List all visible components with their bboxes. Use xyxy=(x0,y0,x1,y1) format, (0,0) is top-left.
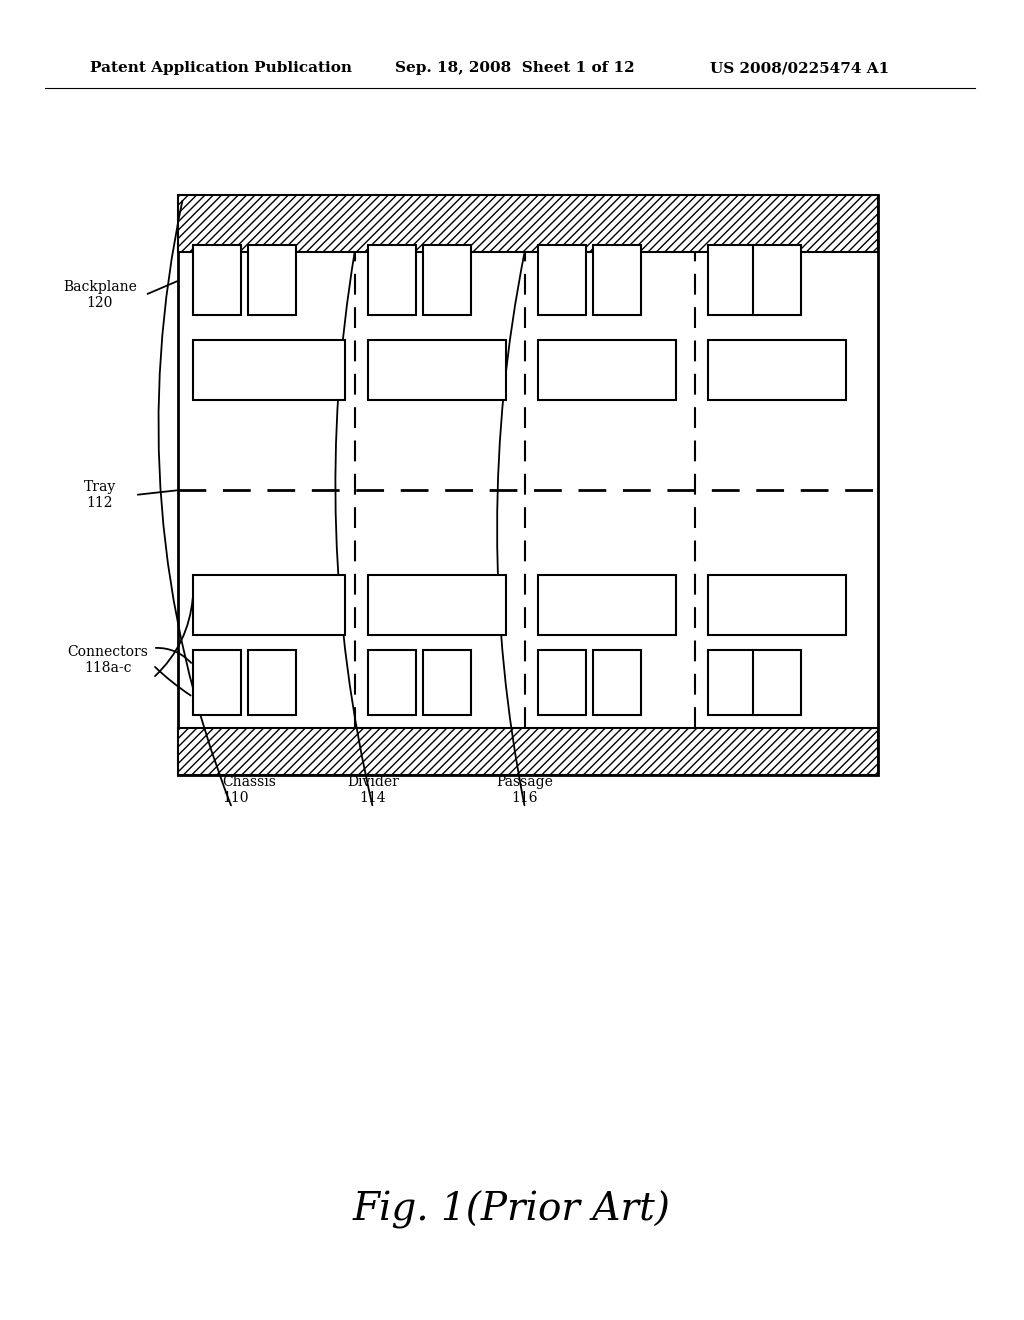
Bar xyxy=(708,246,756,315)
Bar xyxy=(368,576,506,635)
Bar xyxy=(708,341,846,400)
Bar xyxy=(193,341,345,400)
Bar xyxy=(593,649,641,715)
Text: Chassis
110: Chassis 110 xyxy=(222,775,275,805)
Text: Backplane
120: Backplane 120 xyxy=(63,280,137,310)
Bar xyxy=(193,576,345,635)
Text: Patent Application Publication: Patent Application Publication xyxy=(90,61,352,75)
Bar xyxy=(423,246,471,315)
Bar xyxy=(368,341,506,400)
Text: Sep. 18, 2008  Sheet 1 of 12: Sep. 18, 2008 Sheet 1 of 12 xyxy=(395,61,635,75)
Text: Tray
112: Tray 112 xyxy=(84,480,116,510)
Bar xyxy=(248,649,296,715)
Bar xyxy=(708,649,756,715)
Bar xyxy=(248,246,296,315)
Bar xyxy=(708,576,846,635)
Bar xyxy=(368,649,416,715)
Bar xyxy=(753,246,801,315)
Text: Passage
116: Passage 116 xyxy=(497,775,553,805)
Bar xyxy=(538,246,586,315)
Text: Divider
114: Divider 114 xyxy=(347,775,399,805)
Bar xyxy=(423,649,471,715)
Bar xyxy=(593,246,641,315)
Bar xyxy=(178,195,878,252)
Bar xyxy=(538,649,586,715)
Bar xyxy=(178,729,878,775)
Text: Fig. 1(Prior Art): Fig. 1(Prior Art) xyxy=(353,1191,671,1229)
Bar xyxy=(538,576,676,635)
Text: Connectors
118a-c: Connectors 118a-c xyxy=(68,645,148,675)
Text: US 2008/0225474 A1: US 2008/0225474 A1 xyxy=(710,61,889,75)
Bar xyxy=(368,246,416,315)
Bar xyxy=(178,195,878,775)
Bar xyxy=(753,649,801,715)
Bar xyxy=(193,246,241,315)
Bar xyxy=(538,341,676,400)
Bar xyxy=(193,649,241,715)
